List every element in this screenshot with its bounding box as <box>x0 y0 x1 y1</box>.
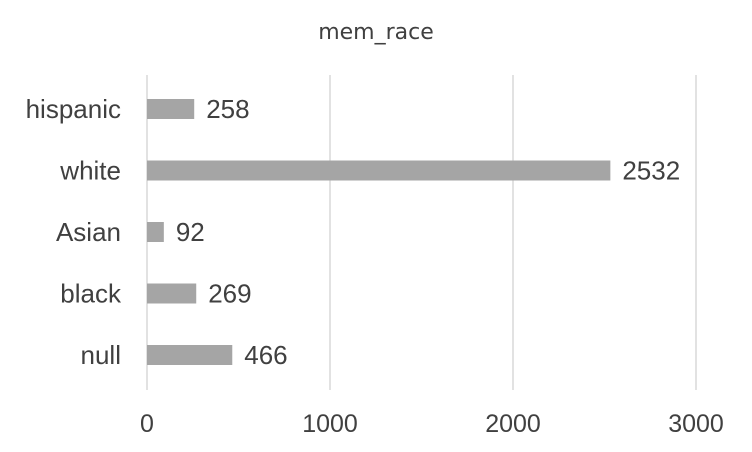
chart-title: mem_race <box>318 20 434 45</box>
data-label: 92 <box>176 217 205 247</box>
category-label: null <box>81 340 121 370</box>
bar-asian <box>147 222 164 242</box>
x-tick-label: 2000 <box>485 410 541 438</box>
category-label: black <box>60 279 122 309</box>
category-label: white <box>59 156 121 186</box>
bars <box>147 99 611 365</box>
data-labels: 258 2532 92 269 466 <box>176 94 680 370</box>
bar-white <box>147 160 611 181</box>
x-tick-label: 1000 <box>302 410 358 438</box>
category-label: hispanic <box>26 94 121 124</box>
value-axis: 0 1000 2000 3000 <box>140 410 724 438</box>
data-label: 466 <box>244 340 287 370</box>
data-label: 2532 <box>622 156 680 186</box>
bar-null <box>147 345 233 365</box>
category-axis: hispanic white Asian black null <box>26 94 122 370</box>
x-tick-label: 3000 <box>668 410 724 438</box>
x-tick-label: 0 <box>140 410 154 438</box>
bar-black <box>147 283 197 304</box>
data-label: 269 <box>208 279 251 309</box>
category-label: Asian <box>56 217 121 247</box>
data-label: 258 <box>206 94 249 124</box>
bar-hispanic <box>147 99 195 119</box>
